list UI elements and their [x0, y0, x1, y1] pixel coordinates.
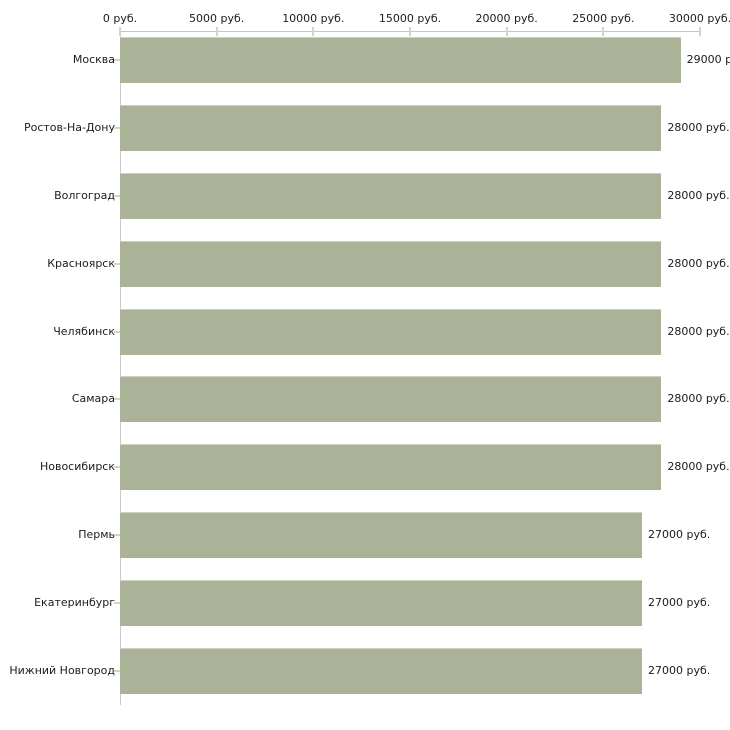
x-axis-tick-mark [119, 27, 121, 36]
x-axis-tick-mark [409, 27, 411, 36]
bar-value-label: 27000 руб. [648, 527, 711, 541]
category-label: Челябинск [53, 324, 115, 338]
x-axis-tick-mark [312, 27, 315, 36]
bar-4 [120, 240, 662, 287]
x-axis-tick-label: 10000 руб. [282, 12, 345, 25]
y-axis-tick-mark [114, 533, 120, 536]
category-label: Пермь [78, 527, 115, 541]
bar-7 [120, 444, 662, 491]
y-axis-tick-mark [114, 466, 120, 469]
bar-value-label: 28000 руб. [667, 121, 730, 135]
category-label: Нижний Новгород [9, 663, 115, 677]
bar-6 [120, 376, 662, 423]
bar-5 [120, 308, 662, 355]
bar-10 [120, 647, 642, 694]
category-label: Москва [72, 53, 115, 67]
bar-value-label: 28000 руб. [667, 324, 730, 338]
category-label: Ростов-На-Дону [23, 121, 115, 135]
y-axis-tick-mark [114, 59, 120, 62]
category-label: Новосибирск [39, 460, 115, 474]
category-label: Екатеринбург [34, 595, 115, 609]
x-axis-tick-label: 25000 руб. [572, 12, 635, 25]
x-axis-tick-label: 30000 руб. [668, 12, 730, 25]
category-label: Красноярск [47, 256, 115, 270]
bar-value-label: 28000 руб. [667, 188, 730, 202]
y-axis-tick-mark [114, 669, 120, 672]
category-label: Волгоград [54, 188, 115, 202]
y-axis-tick-mark [114, 194, 120, 197]
x-axis-tick-label: 5000 руб. [189, 12, 245, 25]
bar-8 [120, 511, 642, 558]
bar-1 [120, 37, 681, 84]
y-axis-tick-mark [114, 330, 120, 333]
category-label: Самара [71, 392, 115, 406]
bar-3 [120, 172, 662, 219]
bar-value-label: 28000 руб. [667, 256, 730, 270]
y-axis-tick-mark [114, 601, 120, 604]
x-axis-tick-mark [699, 27, 701, 36]
x-axis-tick-mark [602, 27, 605, 36]
y-axis-tick-mark [114, 127, 120, 130]
bar-9 [120, 579, 642, 626]
bar-value-label: 28000 руб. [667, 460, 730, 474]
x-axis-tick-mark [505, 27, 508, 36]
bar-value-label: 29000 руб. [686, 53, 730, 67]
y-axis-tick-mark [114, 398, 120, 401]
bar-value-label: 27000 руб. [648, 663, 711, 677]
x-axis-tick-label: 0 руб. [102, 12, 138, 25]
bar-2 [120, 105, 662, 152]
y-axis-line [120, 31, 121, 705]
bar-value-label: 27000 руб. [648, 595, 711, 609]
x-axis-tick-label: 15000 руб. [378, 12, 442, 25]
y-axis-tick-mark [114, 262, 120, 265]
x-axis-tick-mark [215, 27, 218, 36]
bar-value-label: 28000 руб. [667, 392, 730, 406]
x-axis-tick-label: 20000 руб. [475, 12, 538, 25]
